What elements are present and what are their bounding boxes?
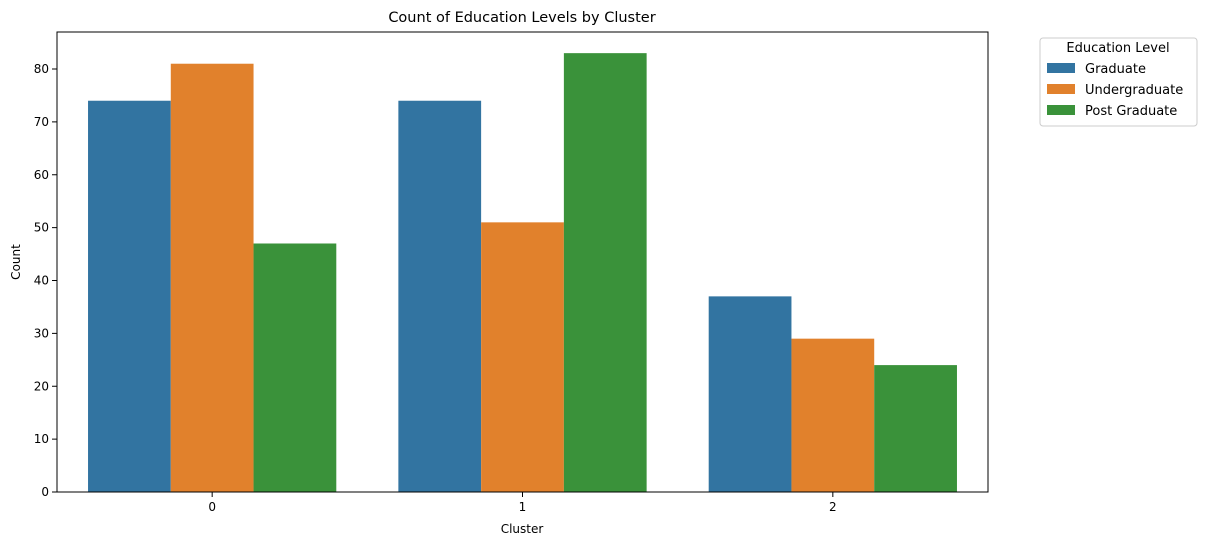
y-tick-label: 70 [34,115,49,129]
y-tick-label: 60 [34,168,49,182]
y-axis-ticks: 0 10 20 30 40 50 60 70 80 [34,62,57,499]
bar-graduate-cluster-2 [708,296,792,492]
legend-swatch-post-graduate [1047,105,1075,115]
bars-group [88,53,957,493]
chart-title: Count of Education Levels by Cluster [388,10,655,26]
bar-undergraduate-cluster-2 [791,338,875,492]
y-tick-label: 0 [41,485,49,499]
bar-post-graduate-cluster-1 [563,53,647,493]
bar-post-graduate-cluster-0 [253,243,337,492]
y-tick-label: 10 [34,432,49,446]
bar-undergraduate-cluster-1 [481,222,564,492]
x-tick-label: 2 [829,500,837,514]
legend-label-undergraduate: Undergraduate [1085,83,1183,98]
legend-label-graduate: Graduate [1085,62,1146,77]
y-axis-title: Count [9,244,23,280]
y-tick-label: 40 [34,274,49,288]
legend-box [1039,37,1198,127]
y-tick-label: 80 [34,62,49,76]
legend-swatch-undergraduate [1047,84,1075,94]
y-tick-label: 50 [34,221,49,235]
bar-undergraduate-cluster-0 [170,63,254,493]
y-tick-label: 30 [34,326,49,340]
x-tick-label: 0 [208,500,216,514]
bar-graduate-cluster-1 [398,100,482,493]
legend-items: Graduate Undergraduate Post Graduate [1047,62,1183,119]
x-tick-label: 1 [519,500,527,514]
plot-frame [56,31,989,493]
legend-swatch-graduate [1047,63,1075,73]
legend-title: Education Level [1066,41,1169,56]
bar-graduate-cluster-0 [88,100,171,493]
legend: Education Level Graduate Undergraduate Pos… [1039,37,1198,127]
x-axis-ticks: 0 1 2 [208,492,837,514]
legend-label-post-graduate: Post Graduate [1085,104,1177,119]
y-tick-label: 20 [34,379,49,393]
x-axis-title: Cluster [501,522,544,536]
bar-post-graduate-cluster-2 [874,365,957,492]
